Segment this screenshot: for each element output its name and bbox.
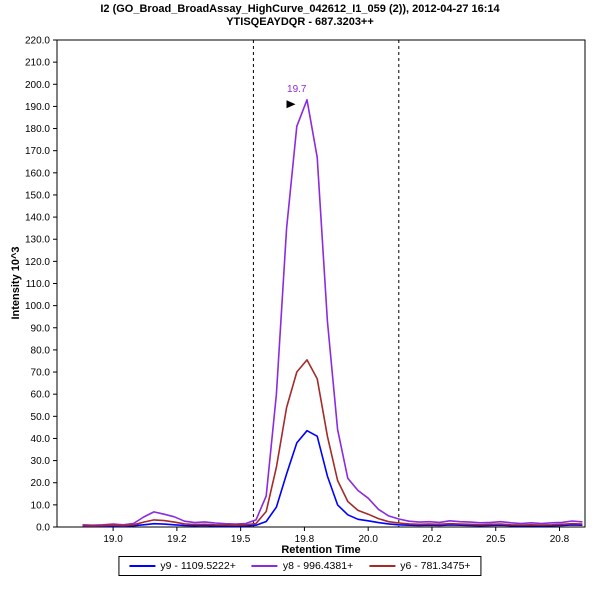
chart-subtitle: YTISQEAYDQR - 687.3203++: [226, 16, 374, 28]
y-tick-label: 150.0: [25, 190, 50, 201]
peak-annotation[interactable]: 19.7: [287, 84, 307, 95]
legend-item-y8: y8 - 996.4381+: [251, 560, 354, 572]
legend-item-y9: y9 - 1109.5222+: [129, 560, 236, 572]
x-tick-label: 19.8: [295, 534, 315, 545]
legend-label-y9: y9 - 1109.5222+: [160, 560, 236, 572]
y-tick-label: 110.0: [26, 279, 51, 290]
legend-label-y6: y6 - 781.3475+: [400, 560, 471, 572]
y-tick-label: 170.0: [25, 146, 50, 157]
y-tick-label: 200.0: [25, 80, 50, 91]
y-tick-label: 60.0: [31, 390, 51, 401]
plot-frame: [56, 39, 586, 528]
x-tick-label: 19.0: [103, 534, 123, 545]
legend-item-y6: y6 - 781.3475+: [369, 560, 471, 572]
legend-label-y8: y8 - 996.4381+: [282, 560, 354, 572]
legend-line-sample-y9: [129, 565, 156, 567]
y-tick-label: 90.0: [31, 323, 51, 334]
y-tick-label: 30.0: [31, 456, 51, 467]
y-tick-label: 70.0: [31, 368, 51, 379]
x-tick-label: 20.2: [422, 534, 442, 545]
y-tick-label: 80.0: [31, 345, 51, 356]
y-tick-label: 140.0: [25, 213, 50, 224]
y-tick-label: 180.0: [25, 124, 50, 135]
y-tick-label: 220.0: [25, 36, 50, 47]
y-tick-label: 100.0: [25, 301, 50, 312]
y-tick-label: 50.0: [31, 412, 51, 423]
series-line-y8[interactable]: [82, 99, 583, 527]
y-tick-label: 10.0: [31, 500, 51, 511]
y-tick-label: 20.0: [31, 478, 51, 489]
peak-arrow-icon: [286, 100, 296, 109]
x-tick-label: 20.5: [486, 534, 506, 545]
x-tick-label: 20.0: [358, 534, 378, 545]
chart-title: I2 (GO_Broad_BroadAssay_HighCurve_042612…: [100, 3, 500, 15]
y-tick-label: 130.0: [25, 235, 50, 246]
y-tick-label: 210.0: [25, 58, 50, 69]
y-tick-label: 120.0: [25, 257, 50, 268]
x-tick-label: 19.5: [231, 534, 251, 545]
legend-line-sample-y6: [369, 565, 396, 567]
y-tick-label: 190.0: [25, 102, 50, 113]
y-tick-label: 40.0: [31, 434, 51, 445]
y-tick-label: 160.0: [25, 168, 50, 179]
x-axis-label: Retention Time: [281, 544, 361, 556]
y-tick-label: 0.0: [36, 523, 50, 534]
x-tick-label: 20.8: [550, 534, 570, 545]
legend: y9 - 1109.5222+ y8 - 996.4381+ y6 - 781.…: [118, 556, 482, 576]
x-tick-label: 19.2: [167, 534, 187, 545]
series-line-y9[interactable]: [82, 429, 583, 527]
series-line-y6[interactable]: [82, 359, 583, 527]
y-axis-label: Intensity 10^3: [10, 246, 22, 320]
legend-line-sample-y8: [251, 565, 278, 567]
